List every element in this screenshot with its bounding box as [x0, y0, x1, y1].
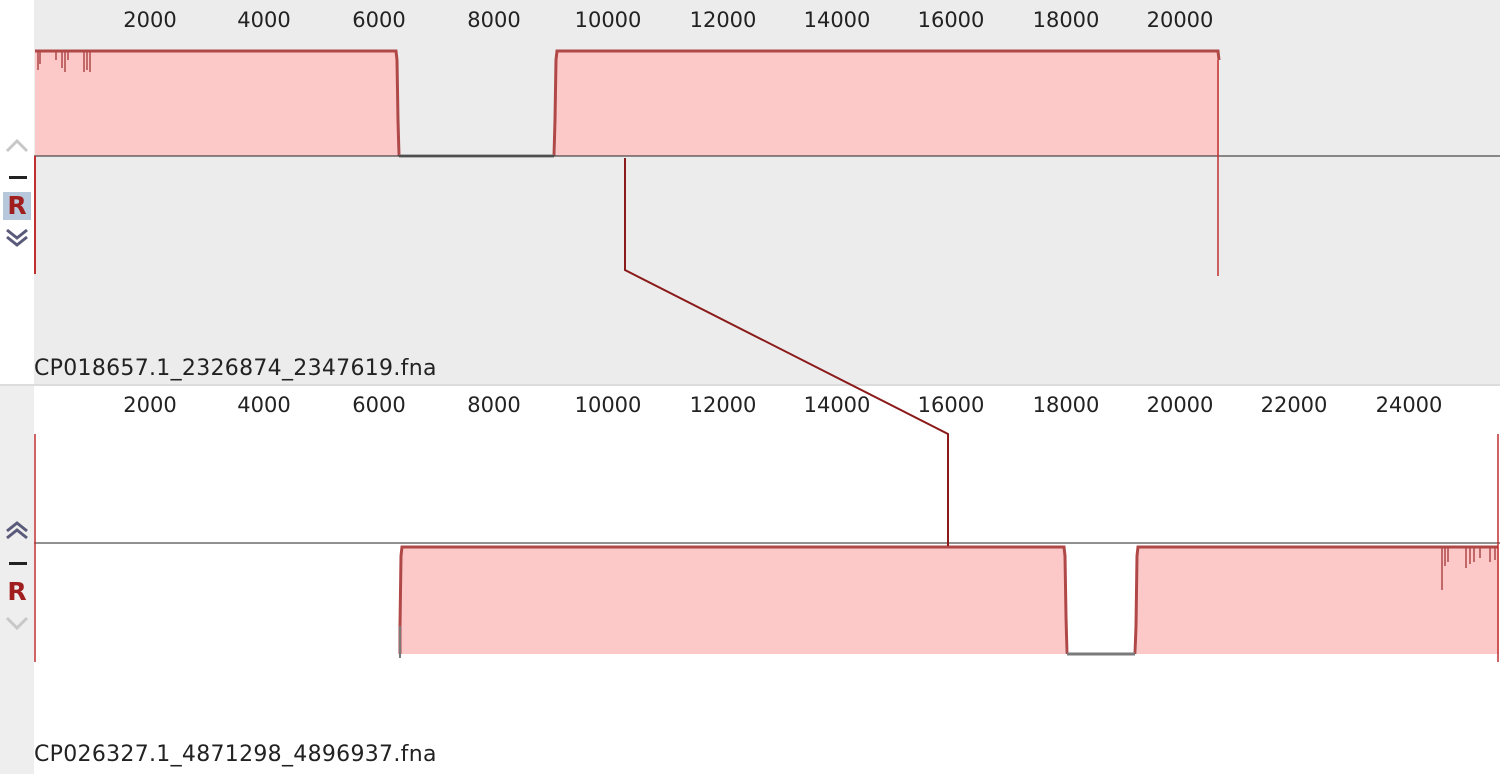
move-up-button[interactable] [3, 136, 31, 156]
move-up-button[interactable] [3, 520, 31, 542]
double-chevron-down-icon [6, 228, 28, 247]
minus-icon [9, 562, 27, 565]
bottom-track-controls: R [0, 386, 34, 774]
move-down-button[interactable] [3, 614, 31, 634]
bottom-sequence-name: CP026327.1_4871298_4896937.fna [34, 742, 437, 767]
double-chevron-up-icon [6, 521, 28, 540]
top-track-panel: R 2000 4000 6000 8000 10000 12000 14000 … [0, 0, 1500, 386]
move-down-button[interactable] [3, 226, 31, 248]
minus-button[interactable] [3, 554, 31, 574]
top-track-area[interactable] [34, 0, 1500, 384]
reverse-button[interactable]: R [3, 192, 31, 220]
bottom-track-panel: R 2000 4000 6000 8000 10000 12000 14000 … [0, 386, 1500, 774]
bottom-track-area[interactable] [34, 386, 1500, 772]
reverse-button[interactable]: R [7, 577, 27, 606]
top-track-controls: R [0, 0, 34, 386]
chevron-up-icon [5, 138, 29, 153]
top-sequence-name: CP018657.1_2326874_2347619.fna [34, 356, 437, 381]
minus-button[interactable] [3, 168, 31, 188]
chevron-down-icon [5, 616, 29, 631]
minus-icon [9, 176, 27, 179]
